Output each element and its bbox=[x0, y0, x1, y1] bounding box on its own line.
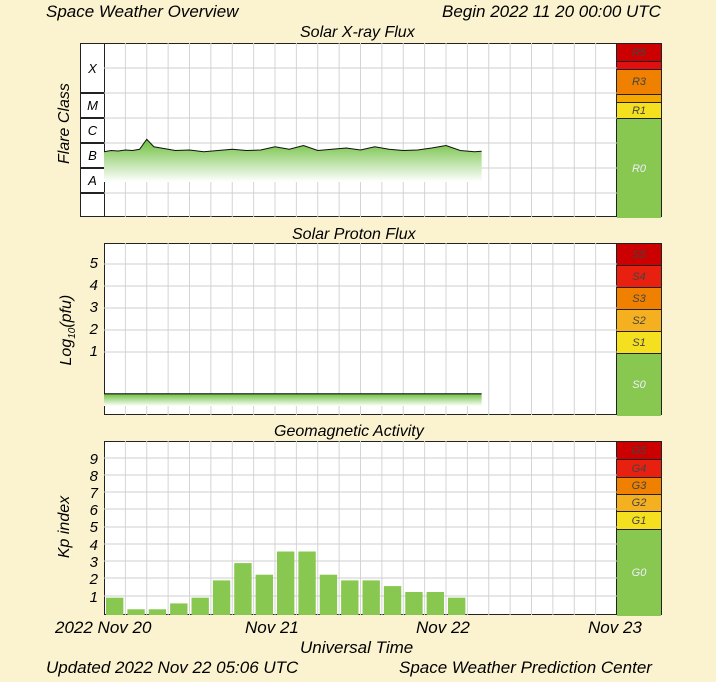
kp-bar bbox=[191, 597, 209, 615]
proton-tick: 5 bbox=[89, 255, 98, 272]
xtick-nov23: Nov 23 bbox=[588, 618, 642, 637]
scale-g5: G5 bbox=[617, 442, 661, 460]
kp-tick: 6 bbox=[89, 502, 98, 519]
scale-s1: S1 bbox=[617, 332, 661, 354]
kp-bar bbox=[170, 603, 188, 615]
kp-bar bbox=[212, 580, 231, 615]
kp-bar bbox=[106, 597, 124, 615]
scale-s4: S4 bbox=[617, 266, 661, 288]
class-c: C bbox=[80, 118, 105, 143]
kp-bar bbox=[362, 580, 380, 615]
scale-s0: S0 bbox=[617, 354, 661, 416]
kp-bar bbox=[277, 551, 295, 615]
kp-bar bbox=[319, 574, 338, 615]
xtick-nov21: Nov 21 bbox=[245, 618, 299, 637]
kp-bar bbox=[383, 586, 402, 615]
proton-tick: 1 bbox=[89, 343, 98, 360]
kp-tick: 1 bbox=[89, 589, 98, 606]
proton-flux-area bbox=[104, 393, 482, 406]
kp-bar bbox=[255, 574, 273, 615]
scale-g4: G4 bbox=[617, 460, 661, 478]
kp-bar bbox=[127, 609, 145, 615]
kp-tick: 8 bbox=[89, 468, 98, 485]
class-b: B bbox=[80, 143, 105, 168]
class-blank bbox=[80, 193, 105, 217]
scale-g3: G3 bbox=[617, 478, 661, 495]
begin-time: Begin 2022 11 20 00:00 UTC bbox=[442, 2, 661, 21]
proton-scale: S5 S4 S3 S2 S1 S0 bbox=[616, 243, 662, 416]
proton-title: Solar Proton Flux bbox=[292, 226, 416, 243]
xray-scale: R5 R3 R1 R0 bbox=[616, 43, 662, 218]
kp-bar bbox=[448, 597, 466, 615]
kp-bar bbox=[148, 609, 167, 615]
xtick-nov22: Nov 22 bbox=[416, 618, 470, 637]
updated-time: Updated 2022 Nov 22 05:06 UTC bbox=[46, 658, 299, 677]
kp-tick: 3 bbox=[89, 554, 98, 571]
xaxis-label: Universal Time bbox=[300, 638, 414, 657]
scale-s2: S2 bbox=[617, 310, 661, 332]
kp-tick: 7 bbox=[89, 485, 98, 502]
geomag-title: Geomagnetic Activity bbox=[274, 423, 424, 440]
scale-r0: R0 bbox=[617, 119, 661, 218]
kp-bar bbox=[234, 563, 252, 615]
scale-r2 bbox=[617, 95, 661, 103]
kp-tick: 9 bbox=[89, 451, 98, 468]
xray-flux-line bbox=[103, 138, 482, 153]
kp-bar bbox=[405, 591, 423, 615]
scale-r5: R5 bbox=[617, 44, 661, 62]
proton-tick: 3 bbox=[89, 299, 98, 316]
scale-g1: G1 bbox=[617, 512, 661, 530]
class-m: M bbox=[80, 93, 105, 118]
kp-tick: 2 bbox=[89, 571, 98, 588]
kp-bar bbox=[426, 591, 444, 615]
xray-flux-area bbox=[104, 139, 482, 182]
xray-title: Solar X-ray Flux bbox=[300, 24, 415, 41]
class-a: A bbox=[80, 168, 105, 193]
xtick-nov20: 2022 Nov 20 bbox=[55, 618, 152, 637]
proton-tick: 4 bbox=[89, 277, 98, 294]
proton-tick: 2 bbox=[89, 321, 98, 338]
kp-bar bbox=[298, 551, 316, 615]
scale-s5: S5 bbox=[617, 244, 661, 266]
scale-g0: G0 bbox=[617, 530, 661, 616]
scale-r4 bbox=[617, 62, 661, 70]
scale-s3: S3 bbox=[617, 288, 661, 310]
kp-bar bbox=[341, 580, 359, 615]
scale-r3: R3 bbox=[617, 70, 661, 95]
scale-g2: G2 bbox=[617, 495, 661, 512]
scale-r1: R1 bbox=[617, 103, 661, 119]
kp-tick: 5 bbox=[89, 519, 98, 536]
geomag-scale: G5 G4 G3 G2 G1 G0 bbox=[616, 441, 662, 616]
kp-tick: 4 bbox=[89, 537, 98, 554]
center-name: Space Weather Prediction Center bbox=[399, 658, 652, 677]
overview-title: Space Weather Overview bbox=[46, 2, 239, 21]
